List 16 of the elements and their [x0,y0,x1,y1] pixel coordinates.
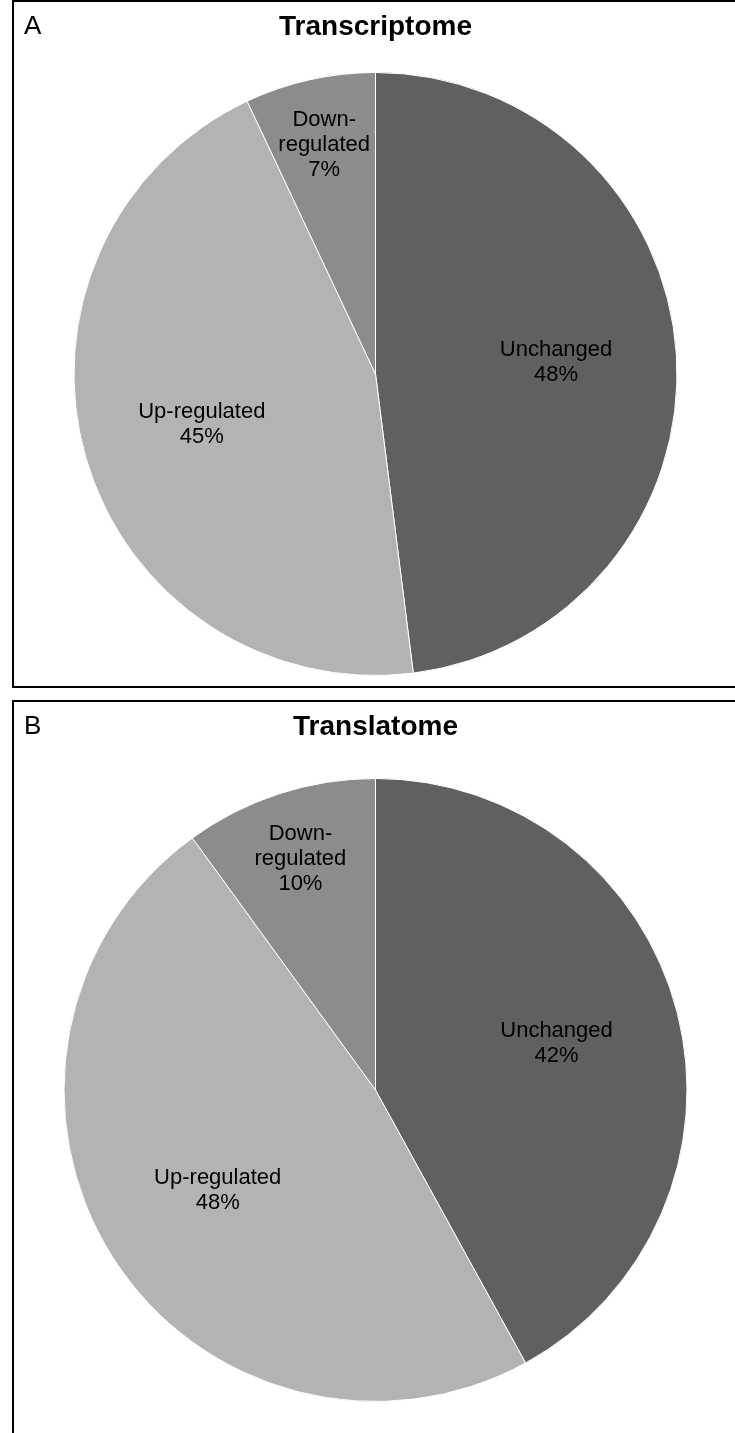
data-label: 45% [179,423,224,449]
data-label: 10% [278,869,323,895]
data-label: 42% [534,1042,579,1068]
slice-label: Down-regulated [254,819,347,870]
data-label: 48% [195,1188,240,1214]
text: A [24,10,42,41]
text: B [24,710,42,741]
data-label: 7% [308,155,341,181]
chart-title: Transcriptome [279,10,472,41]
slice-label: Up-regulated [154,1163,282,1189]
slice-label: Down-regulated [278,105,371,156]
chart-title: Translatome [293,710,458,741]
slice-label: Unchanged [499,336,613,362]
slice-label: Up-regulated [138,398,266,424]
data-label: 48% [534,361,579,387]
slice-label: Unchanged [500,1017,613,1043]
